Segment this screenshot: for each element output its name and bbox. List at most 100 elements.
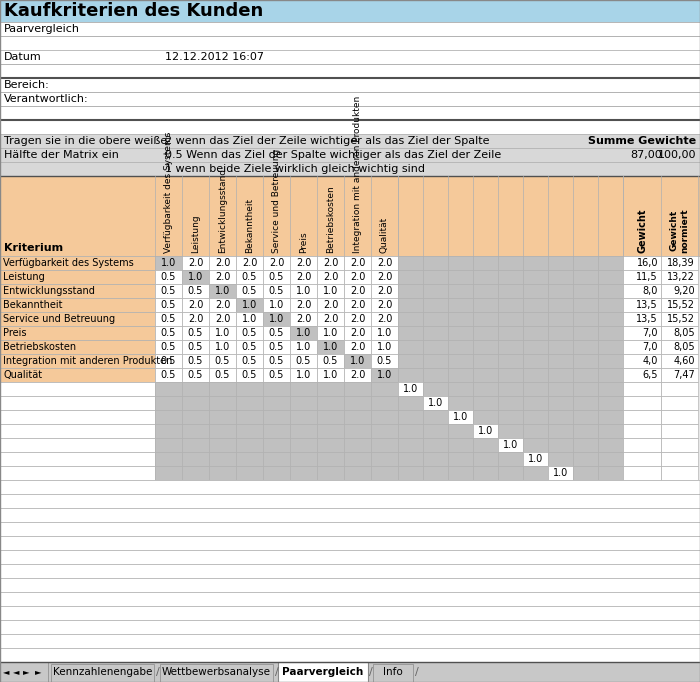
Text: 1.0: 1.0 bbox=[323, 286, 338, 296]
Bar bbox=[290, 354, 317, 368]
Bar bbox=[344, 256, 371, 270]
Text: 0.5: 0.5 bbox=[161, 356, 176, 366]
Bar bbox=[661, 256, 698, 270]
Bar bbox=[573, 270, 598, 284]
Text: 15,52: 15,52 bbox=[667, 314, 695, 324]
Text: 1.0: 1.0 bbox=[242, 300, 257, 310]
Text: Verantwortlich:: Verantwortlich: bbox=[4, 94, 89, 104]
Bar bbox=[573, 256, 598, 270]
Bar bbox=[155, 298, 182, 312]
Bar bbox=[448, 270, 473, 284]
Bar bbox=[398, 312, 423, 326]
Text: 2.0: 2.0 bbox=[377, 314, 392, 324]
Bar bbox=[344, 284, 371, 298]
Text: Datum: Datum bbox=[4, 52, 42, 62]
Bar bbox=[498, 368, 523, 382]
Text: 2.0: 2.0 bbox=[323, 314, 338, 324]
Bar bbox=[473, 396, 498, 410]
Bar bbox=[0, 564, 700, 578]
Bar bbox=[236, 368, 263, 382]
Bar bbox=[317, 256, 344, 270]
Bar bbox=[0, 270, 155, 284]
Bar bbox=[290, 284, 317, 298]
Text: 2.0: 2.0 bbox=[377, 272, 392, 282]
Bar bbox=[182, 312, 209, 326]
Bar bbox=[448, 452, 473, 466]
Text: 1.0: 1.0 bbox=[528, 454, 543, 464]
Bar bbox=[398, 424, 423, 438]
Text: 1.0: 1.0 bbox=[350, 356, 365, 366]
Bar bbox=[317, 340, 344, 354]
Bar bbox=[598, 396, 623, 410]
Bar bbox=[0, 522, 700, 536]
Bar bbox=[573, 424, 598, 438]
Text: 2.0: 2.0 bbox=[323, 258, 338, 268]
Bar bbox=[155, 424, 182, 438]
Text: 1.0: 1.0 bbox=[188, 272, 203, 282]
Bar bbox=[573, 438, 598, 452]
Text: 1.0: 1.0 bbox=[215, 328, 230, 338]
Bar bbox=[548, 326, 573, 340]
Bar bbox=[371, 438, 398, 452]
Bar bbox=[236, 438, 263, 452]
Text: 0.5: 0.5 bbox=[269, 328, 284, 338]
Bar bbox=[623, 396, 661, 410]
Bar bbox=[236, 410, 263, 424]
Bar bbox=[598, 438, 623, 452]
Bar bbox=[598, 368, 623, 382]
Bar bbox=[236, 256, 263, 270]
Bar bbox=[498, 438, 523, 452]
Bar bbox=[448, 298, 473, 312]
Bar bbox=[598, 256, 623, 270]
Bar bbox=[448, 354, 473, 368]
Text: 0.5: 0.5 bbox=[188, 286, 203, 296]
Text: 100,00: 100,00 bbox=[657, 150, 696, 160]
Bar bbox=[371, 368, 398, 382]
Bar bbox=[661, 326, 698, 340]
Text: 1.0: 1.0 bbox=[269, 314, 284, 324]
Text: 2.0: 2.0 bbox=[215, 258, 230, 268]
Text: 2.0: 2.0 bbox=[296, 314, 312, 324]
Bar bbox=[548, 354, 573, 368]
Bar bbox=[661, 312, 698, 326]
Bar bbox=[0, 78, 700, 92]
Bar bbox=[398, 270, 423, 284]
Bar bbox=[448, 466, 473, 480]
Bar bbox=[209, 410, 236, 424]
Text: 0.5: 0.5 bbox=[161, 342, 176, 352]
Bar bbox=[209, 452, 236, 466]
Bar bbox=[0, 466, 155, 480]
Bar bbox=[423, 396, 448, 410]
Bar bbox=[573, 368, 598, 382]
Bar bbox=[182, 298, 209, 312]
Bar bbox=[182, 424, 209, 438]
Bar bbox=[0, 340, 155, 354]
Bar bbox=[473, 382, 498, 396]
Bar bbox=[398, 368, 423, 382]
Bar bbox=[317, 284, 344, 298]
Bar bbox=[548, 270, 573, 284]
Bar bbox=[0, 634, 700, 648]
Bar bbox=[317, 466, 344, 480]
Bar bbox=[548, 284, 573, 298]
Text: 0.5: 0.5 bbox=[188, 370, 203, 380]
Bar bbox=[155, 382, 182, 396]
Bar bbox=[0, 424, 155, 438]
Bar bbox=[661, 284, 698, 298]
Bar bbox=[498, 256, 523, 270]
Text: 0.5: 0.5 bbox=[161, 328, 176, 338]
Bar bbox=[423, 298, 448, 312]
Bar bbox=[263, 284, 290, 298]
Bar bbox=[317, 270, 344, 284]
Bar bbox=[661, 438, 698, 452]
Bar bbox=[373, 664, 413, 682]
Text: 1.0: 1.0 bbox=[428, 398, 443, 408]
Text: Paarvergleich: Paarvergleich bbox=[282, 667, 363, 677]
Bar bbox=[523, 354, 548, 368]
Bar bbox=[473, 424, 498, 438]
Text: 0.5: 0.5 bbox=[188, 342, 203, 352]
Text: 2.0: 2.0 bbox=[296, 300, 312, 310]
Text: 1.0: 1.0 bbox=[242, 314, 257, 324]
Bar bbox=[398, 354, 423, 368]
Text: Tragen sie in die obere weiße: Tragen sie in die obere weiße bbox=[4, 136, 167, 146]
